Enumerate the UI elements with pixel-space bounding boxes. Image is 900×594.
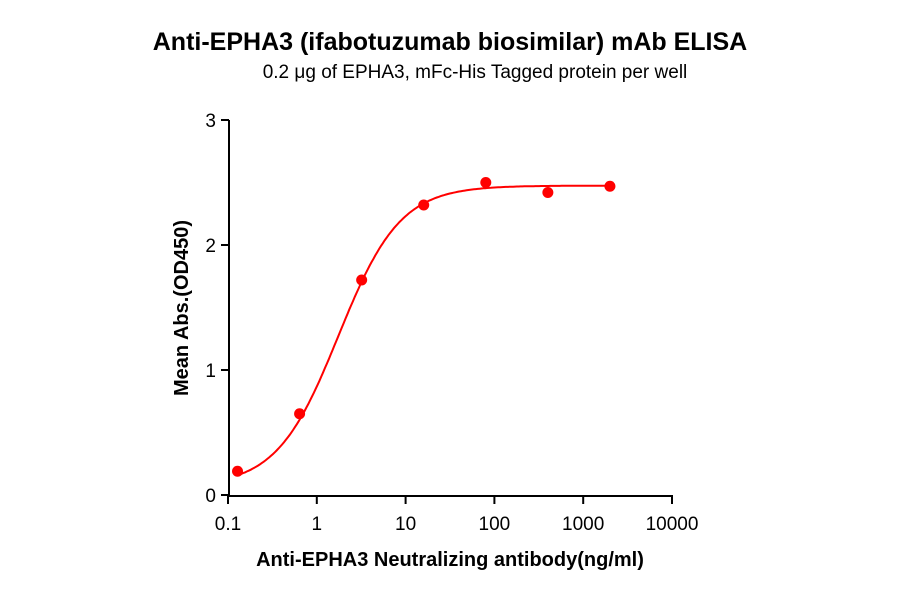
data-point: [356, 274, 368, 286]
axes: 0 1 2 3 0.1 1 10 100 1000 10000: [205, 111, 698, 535]
chart-subtitle: 0.2 μg of EPHA3, mFc-His Tagged protein …: [262, 62, 688, 83]
y-axis-label: Mean Abs.(OD450): [171, 220, 193, 396]
data-point: [232, 465, 244, 477]
x-tick-label: 1000: [562, 514, 604, 535]
y-tick-label: 1: [205, 361, 216, 382]
data-point: [542, 187, 554, 198]
data-point: [294, 408, 306, 420]
data-points: [232, 177, 616, 477]
fit-curve: [237, 184, 610, 477]
x-tick-label: 0.1: [215, 514, 241, 535]
x-tick-label: 10000: [646, 514, 699, 535]
data-point: [604, 180, 616, 192]
x-tick-label: 10: [395, 514, 416, 535]
x-axis-label: Anti-EPHA3 Neutralizing antibody(ng/ml): [256, 549, 644, 571]
x-tick-label: 100: [479, 514, 511, 535]
data-point: [480, 177, 492, 188]
x-tick-label: 1: [312, 514, 323, 535]
data-point: [418, 199, 430, 211]
chart-title: Anti-EPHA3 (ifabotuzumab biosimilar) mAb…: [152, 28, 748, 56]
y-tick-label: 0: [205, 486, 216, 507]
y-tick-label: 3: [205, 111, 216, 132]
y-tick-label: 2: [205, 236, 216, 257]
